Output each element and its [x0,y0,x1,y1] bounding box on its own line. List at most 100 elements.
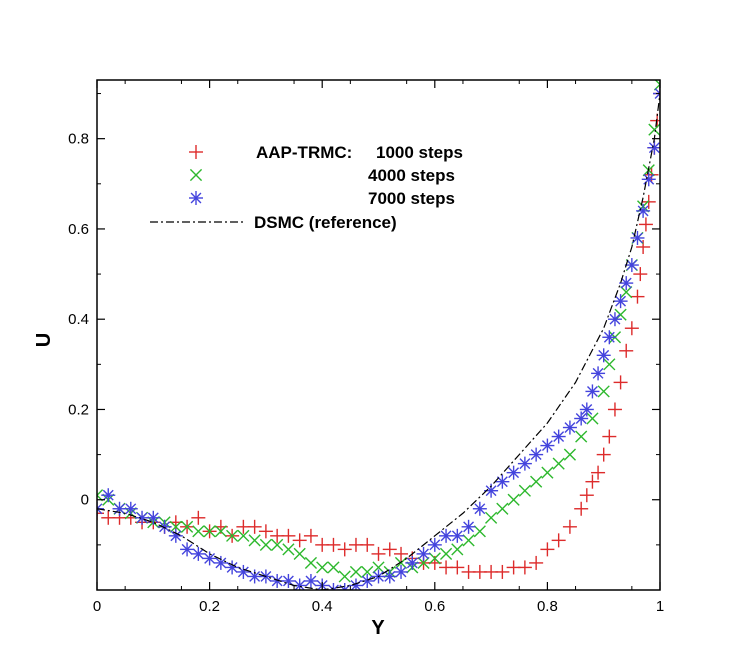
data-point [585,384,600,399]
data-point [624,321,639,336]
data-point [360,537,375,552]
data-point [349,565,363,579]
axis-ticks: 0 0.2 0.4 0.6 0.8 1 0 0.2 0.4 0.6 0.8 [68,80,664,615]
data-point [641,172,656,187]
data-point [530,475,543,488]
data-point [180,542,195,557]
series-7000-steps [97,86,660,590]
data-point [613,294,628,309]
data-point [636,203,651,218]
data-point [382,569,397,584]
data-point [591,366,606,381]
data-point [596,348,611,363]
data-point [603,358,616,371]
y-axis-title: U [33,333,55,347]
data-point [292,578,307,590]
data-point [579,402,594,417]
legend-marker-1000-steps [189,145,203,159]
data-point [495,564,510,579]
data-point [226,529,239,542]
data-point [394,546,409,561]
legend-marker-7000-steps [189,191,203,205]
data-point [562,519,577,534]
data-point [624,258,639,273]
data-point [451,543,464,556]
data-point [214,525,227,538]
data-point [281,573,296,588]
data-point [382,542,397,557]
x-tick-label: 0.6 [424,598,445,615]
data-point [485,511,498,524]
data-point [473,525,486,538]
data-point [338,570,351,583]
data-point [636,239,651,254]
data-point [417,556,430,570]
data-point [101,488,116,503]
x-tick-label: 0 [93,598,101,615]
legend-label-dsmc-reference: DSMC (reference) [254,213,397,232]
data-point [180,520,194,533]
data-point [620,286,633,299]
data-point [202,551,217,566]
data-point [281,528,296,543]
y-tick-label: 0.8 [68,131,89,148]
data-point [630,230,645,245]
y-tick-label: 0 [81,492,89,509]
data-point [203,525,216,538]
data-point [123,501,138,516]
x-tick-label: 0.8 [537,598,558,615]
data-point [372,561,385,574]
data-point [271,538,284,551]
data-point [518,484,531,497]
data-point [326,583,341,590]
data-point [326,537,341,552]
data-point [653,80,660,91]
data-point [574,501,589,516]
data-point [597,385,610,398]
data-point [439,528,454,543]
data-point [169,520,182,533]
data-point [247,519,262,534]
data-point [633,267,648,282]
data-point [540,542,555,557]
data-point [293,547,306,560]
legend-prefix: AAP-TRMC: [256,143,352,162]
data-point [97,489,104,502]
plot-frame [96,79,661,591]
legend-label-7000-steps: 7000 steps [368,189,455,208]
y-tick-label: 0.6 [68,221,89,238]
data-point [303,528,318,543]
data-point [517,456,532,471]
data-point [540,438,555,453]
data-point [552,457,565,470]
data-point [562,420,577,435]
data-point [439,547,453,560]
data-point [192,525,205,538]
data-point [237,529,250,542]
data-point [630,289,645,304]
data-point [462,534,475,547]
data-point [258,524,273,539]
data-point [292,533,307,548]
x-axis-title: Y [371,617,385,639]
legend-label-1000-steps: 1000 steps [376,143,463,162]
data-point [551,429,566,444]
data-point [591,465,606,480]
data-point [247,569,262,584]
data-point [585,474,600,489]
data-point [529,555,544,570]
data-point [607,312,622,327]
data-point [648,123,660,136]
data-point [248,534,261,547]
data-point [614,308,627,321]
data-point [529,447,544,462]
data-point [168,528,183,543]
data-point [361,565,374,579]
data-point [259,538,272,551]
data-point [427,537,442,552]
data-point [191,510,206,525]
y-tick-label: 0.2 [68,401,89,418]
data-point [619,276,634,291]
data-point [541,466,554,479]
